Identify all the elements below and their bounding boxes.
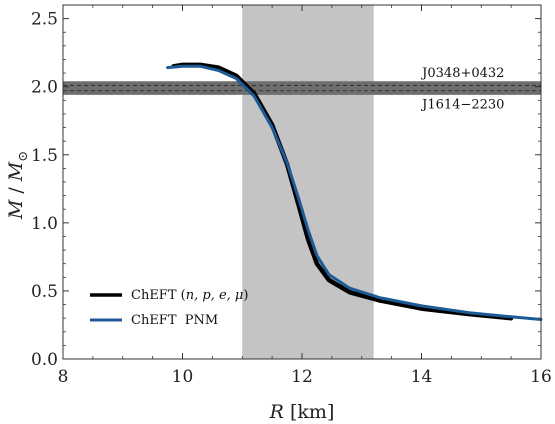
y-tick-label-4: 2.0 bbox=[31, 78, 58, 98]
ticks-layer: 8 10 12 14 16 0.0 0.5 1.0 1.5 2.0 2.5 bbox=[31, 5, 552, 387]
legend-label-pnm: ChEFT PNM bbox=[131, 313, 218, 328]
x-tick-label-0: 8 bbox=[58, 367, 69, 387]
series-layer bbox=[166, 62, 543, 321]
pulsar-label-1: J1614−2230 bbox=[420, 97, 504, 112]
vertical-band bbox=[242, 5, 374, 359]
y-axis-title: M / M⊙ bbox=[5, 151, 31, 220]
x-tick-label-4: 16 bbox=[530, 367, 552, 387]
pulsar-label-0: J0348+0432 bbox=[420, 66, 504, 81]
x-tick-label-1: 10 bbox=[172, 367, 194, 387]
x-axis-title: R [km] bbox=[269, 401, 335, 423]
pulsar-mass-band bbox=[63, 81, 541, 95]
bands-layer bbox=[63, 5, 541, 359]
series-line-0 bbox=[171, 62, 514, 321]
y-tick-label-5: 2.5 bbox=[31, 10, 58, 30]
y-tick-label-0: 0.0 bbox=[31, 350, 58, 370]
series-line-1 bbox=[166, 64, 543, 321]
y-tick-label-1: 0.5 bbox=[31, 282, 58, 302]
y-tick-label-2: 1.0 bbox=[31, 214, 58, 234]
annotations-layer: J0348+0432 J1614−2230 bbox=[420, 66, 504, 112]
x-tick-label-3: 14 bbox=[411, 367, 433, 387]
x-tick-label-2: 12 bbox=[291, 367, 313, 387]
y-tick-label-3: 1.5 bbox=[31, 146, 58, 166]
legend-label-nuclear: ChEFT (n, p, e, μ) bbox=[131, 288, 248, 303]
legend: ChEFT (n, p, e, μ) ChEFT PNM bbox=[90, 288, 248, 328]
